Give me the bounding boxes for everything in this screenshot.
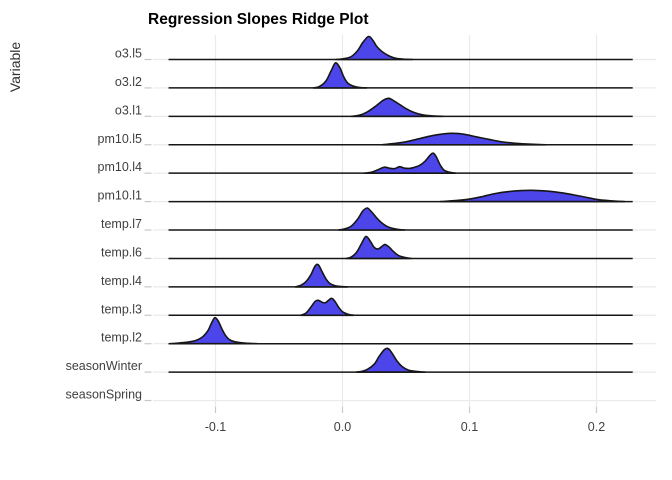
axis-layer: o3.l5 o3.l2 o3.l1 pm10.l5 pm10.l4 pm10.l1 temp… [66, 47, 606, 435]
density-curve-temp.l4 [294, 263, 349, 288]
density-curve-o3.l2 [312, 62, 368, 89]
density-curve-o3.l1 [350, 97, 444, 118]
y-axis-label: temp.l3 [101, 302, 142, 316]
y-axis-label: temp.l2 [101, 331, 142, 345]
density-curve-temp.l2 [169, 316, 259, 345]
ridge-layer [168, 35, 633, 373]
density-curve-seasonWinter [355, 347, 426, 373]
density-curve-pm10.l5 [381, 132, 547, 146]
y-axis-label: temp.l4 [101, 274, 142, 288]
density-curve-temp.l6 [345, 235, 412, 260]
chart-title: Regression Slopes Ridge Plot [148, 11, 369, 28]
x-axis-label: 0.2 [588, 420, 605, 434]
x-axis-label: 0.1 [461, 420, 478, 434]
density-curve-pm10.l4 [363, 152, 457, 174]
y-axis-label: seasonWinter [66, 359, 142, 373]
density-curve-temp.l7 [337, 207, 406, 231]
x-axis-label: -0.1 [205, 420, 227, 434]
y-axis-title: Variable [7, 42, 23, 93]
grid-layer [153, 35, 656, 406]
y-axis-label: o3.l5 [115, 47, 142, 61]
y-axis-label: pm10.l5 [98, 132, 143, 146]
y-axis-label: temp.l7 [101, 217, 142, 231]
y-axis-label: seasonSpring [66, 388, 142, 402]
density-curve-temp.l3 [299, 297, 355, 317]
y-axis-label: pm10.l4 [98, 160, 143, 174]
y-axis-label: o3.l2 [115, 75, 142, 89]
density-curve-pm10.l1 [439, 189, 626, 203]
density-curve-o3.l5 [335, 35, 414, 61]
y-axis-label: temp.l6 [101, 245, 142, 259]
y-axis-label: pm10.l1 [98, 189, 143, 203]
x-axis-label: 0.0 [334, 420, 351, 434]
y-axis-label: o3.l1 [115, 103, 142, 117]
